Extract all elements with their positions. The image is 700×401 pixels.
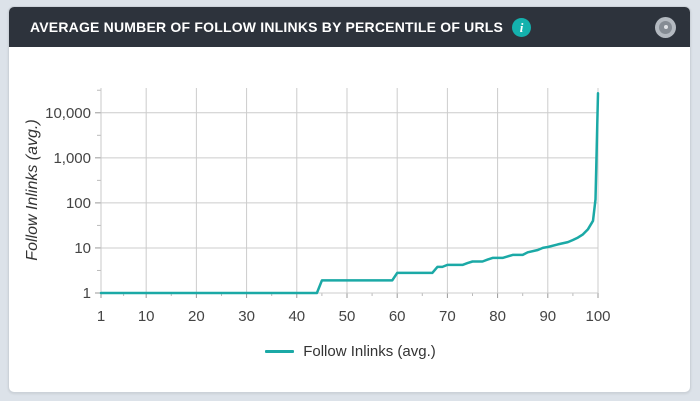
x-tick-label: 60 xyxy=(389,308,406,325)
legend-line-swatch xyxy=(265,350,295,353)
y-tick-label: 100 xyxy=(66,195,91,212)
y-axis-title: Follow Inlinks (avg.) xyxy=(24,119,41,261)
record-circle-inner xyxy=(659,20,672,34)
x-tick-label: 70 xyxy=(439,308,456,325)
y-tick-label: 1,000 xyxy=(53,150,91,167)
legend-label: Follow Inlinks (avg.) xyxy=(303,343,436,360)
x-tick-label: 50 xyxy=(339,308,356,325)
record-circle-icon[interactable] xyxy=(655,16,676,38)
x-tick-label: 100 xyxy=(585,308,610,325)
y-tick-label: 1 xyxy=(83,285,91,302)
chart-area: 1 10 20 30 40 50 60 70 80 90 100 1 10 100 1,000 10,000 … xyxy=(9,47,690,394)
chart-card: AVERAGE NUMBER OF FOLLOW INLINKS BY PERC… xyxy=(8,6,691,393)
x-tick-label: 40 xyxy=(288,308,305,325)
card-header: AVERAGE NUMBER OF FOLLOW INLINKS BY PERC… xyxy=(9,7,690,47)
y-tick-label: 10,000 xyxy=(45,105,91,122)
x-tick-label: 1 xyxy=(97,308,105,325)
chart-legend: Follow Inlinks (avg.) xyxy=(9,343,692,360)
x-tick-label: 20 xyxy=(188,308,205,325)
x-tick-label: 80 xyxy=(489,308,506,325)
x-tick-label: 30 xyxy=(238,308,255,325)
x-tick-label: 10 xyxy=(138,308,155,325)
page-title: AVERAGE NUMBER OF FOLLOW INLINKS BY PERC… xyxy=(30,19,504,35)
y-tick-label: 10 xyxy=(74,240,91,257)
record-circle-dot xyxy=(663,25,668,29)
x-tick-label: 90 xyxy=(539,308,556,325)
data-line-follow-inlinks xyxy=(99,92,600,295)
info-icon[interactable]: i xyxy=(512,17,532,37)
